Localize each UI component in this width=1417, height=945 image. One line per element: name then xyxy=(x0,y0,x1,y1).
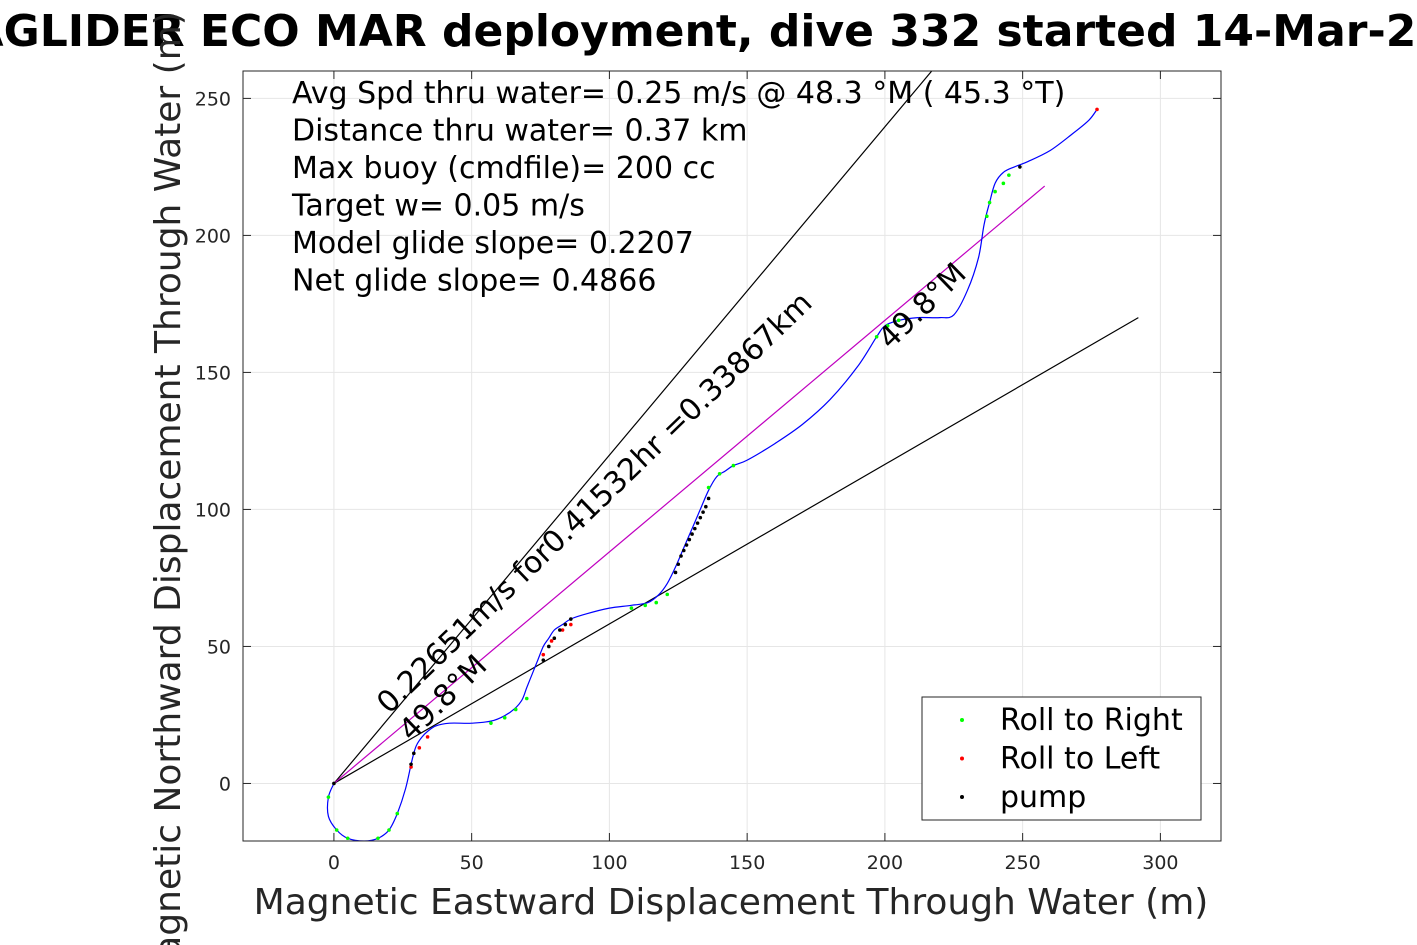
x-tick-label: 50 xyxy=(460,852,484,874)
marker-roll-to-right xyxy=(643,603,648,608)
marker-roll-to-right xyxy=(993,189,997,194)
info-line-1: Distance thru water= 0.37 km xyxy=(292,114,747,149)
axis-ticks: 0 50 100 150 200 250 300 0 50 100 150 200 250 xyxy=(195,71,1221,874)
x-tick-label: 150 xyxy=(729,852,765,874)
marker-pump xyxy=(409,762,413,767)
y-tick-label: 250 xyxy=(195,88,231,110)
marker-roll-to-left xyxy=(417,746,422,750)
marker-pump xyxy=(687,537,692,542)
x-tick-label: 200 xyxy=(867,852,903,874)
reference-line-0 xyxy=(333,71,933,784)
info-line-2: Max buoy (cmdfile)= 200 cc xyxy=(292,151,716,186)
x-axis-title: Magnetic Eastward Displacement Through W… xyxy=(254,882,1209,923)
legend-marker xyxy=(960,718,964,722)
marker-pump xyxy=(679,554,683,558)
marker-pump xyxy=(681,548,686,553)
marker-roll-to-right xyxy=(345,836,350,841)
marker-roll-to-right xyxy=(1001,181,1006,186)
marker-roll-to-right xyxy=(502,715,507,720)
plot-frame xyxy=(242,70,1222,842)
marker-pump xyxy=(552,636,557,641)
marker-roll-to-right xyxy=(987,200,992,205)
legend-box xyxy=(921,696,1202,821)
marker-roll-to-right xyxy=(395,811,400,816)
marker-roll-to-right xyxy=(524,696,529,701)
marker-pump xyxy=(673,570,678,575)
reference-line-1 xyxy=(333,317,1139,784)
marker-roll-to-left xyxy=(1095,107,1099,112)
marker-pump xyxy=(332,781,336,786)
series-markers xyxy=(326,107,1099,841)
marker-pump xyxy=(693,526,697,531)
y-tick-label: 50 xyxy=(207,636,231,658)
legend-label: Roll to Right xyxy=(1000,703,1183,738)
marker-roll-to-left xyxy=(425,735,430,739)
marker-roll-to-right xyxy=(629,606,634,610)
y-tick-label: 100 xyxy=(195,499,231,521)
marker-pump xyxy=(706,496,711,501)
chart-title: SEAGLIDER ECO MAR deployment, dive 332 s… xyxy=(0,6,1417,57)
marker-roll-to-right xyxy=(326,795,331,799)
info-line-3: Target w= 0.05 m/s xyxy=(291,189,585,224)
marker-roll-to-right xyxy=(985,214,989,219)
y-axis-title: Magnetic Northward Displacement Through … xyxy=(148,11,189,945)
marker-roll-to-right xyxy=(387,828,391,832)
marker-roll-to-right xyxy=(665,592,670,597)
reference-lines xyxy=(333,71,1139,784)
marker-pump xyxy=(704,504,708,509)
marker-roll-to-right xyxy=(896,318,901,323)
x-tick-label: 0 xyxy=(328,852,340,874)
marker-roll-to-right xyxy=(654,600,659,605)
info-line-5: Net glide slope= 0.4866 xyxy=(292,264,656,299)
legend-label: pump xyxy=(1000,780,1086,815)
marker-roll-to-right xyxy=(706,485,711,490)
marker-pump xyxy=(695,521,700,525)
legend-label: Roll to Left xyxy=(1000,742,1160,777)
x-tick-label: 250 xyxy=(1005,852,1041,874)
marker-pump xyxy=(546,644,551,649)
marker-pump xyxy=(569,617,573,621)
info-line-4: Model glide slope= 0.2207 xyxy=(292,226,694,261)
marker-roll-to-left xyxy=(569,622,573,627)
info-line-0: Avg Spd thru water= 0.25 m/s @ 48.3 °M (… xyxy=(292,76,1065,111)
marker-pump xyxy=(690,532,694,536)
marker-roll-to-right xyxy=(874,335,879,339)
marker-roll-to-right xyxy=(513,707,518,712)
marker-roll-to-right xyxy=(489,721,493,725)
marker-roll-to-right xyxy=(885,324,890,328)
marker-pump xyxy=(563,622,568,627)
marker-pump xyxy=(1018,165,1022,169)
info-text-block: Avg Spd thru water= 0.25 m/s @ 48.3 °M (… xyxy=(291,76,1065,299)
marker-roll-to-right xyxy=(717,472,722,476)
y-tick-label: 150 xyxy=(195,362,231,384)
marker-pump xyxy=(412,751,416,756)
marker-roll-to-right xyxy=(1007,173,1011,177)
marker-pump xyxy=(684,543,689,547)
y-tick-label: 200 xyxy=(195,225,231,247)
marker-pump xyxy=(558,628,562,632)
legend-marker xyxy=(960,756,964,761)
marker-roll-to-left xyxy=(560,628,565,632)
x-tick-label: 300 xyxy=(1142,852,1178,874)
x-tick-label: 100 xyxy=(591,852,627,874)
marker-pump xyxy=(701,510,705,514)
reference-line-2 xyxy=(333,185,1046,784)
marker-pump xyxy=(541,658,546,662)
marker-pump xyxy=(698,515,703,520)
y-tick-label: 0 xyxy=(219,773,231,795)
marker-roll-to-right xyxy=(376,836,380,841)
marker-roll-to-left xyxy=(549,639,554,643)
marker-roll-to-left xyxy=(541,652,546,657)
marker-roll-to-right xyxy=(334,828,339,832)
marker-roll-to-right xyxy=(731,463,736,468)
marker-pump xyxy=(676,562,681,567)
marker-roll-to-left xyxy=(409,765,413,769)
legend-marker xyxy=(960,795,964,799)
